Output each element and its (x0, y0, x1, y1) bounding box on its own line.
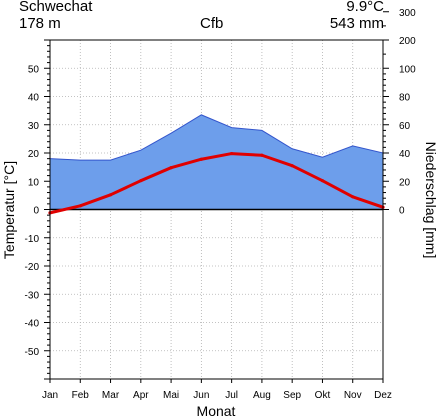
x-axis-title: Monat (197, 403, 236, 418)
y-right-tick-label: 60 (399, 121, 411, 132)
y-right-tick-label: 200 (399, 36, 416, 47)
x-tick-label: Dez (374, 390, 392, 401)
temperature-point (290, 164, 294, 168)
y-left-tick-label: -20 (25, 262, 40, 273)
temperature-point (230, 151, 234, 156)
temperature-point (199, 157, 203, 161)
x-tick-label: Jan (42, 390, 58, 401)
y-left-tick-label: 40 (28, 93, 40, 104)
temperature-line (48, 152, 385, 215)
x-tick-label: Mar (102, 390, 120, 401)
station-elevation: 178 m (19, 15, 61, 32)
temperature-point (108, 193, 113, 197)
temperature-point (78, 204, 82, 208)
y-axis-title-left: Temperatur [°C] (1, 161, 17, 259)
y-right-tick-label: 40 (399, 149, 411, 160)
temperature-point (260, 153, 264, 157)
x-tick-label: Mai (163, 390, 179, 401)
climate-class: Cfb (200, 15, 224, 32)
y-left-tick-label: 10 (28, 177, 40, 188)
temperature-point (320, 179, 325, 183)
x-tick-label: Aug (253, 390, 271, 401)
y-left-tick-label: 0 (33, 206, 39, 217)
temperature-point (169, 166, 173, 170)
grid (50, 40, 383, 379)
y-left-tick-label: -10 (25, 234, 40, 245)
x-tick-label: Apr (133, 390, 149, 401)
y-right-tick-label: 80 (399, 93, 411, 104)
axis-ticks (44, 11, 389, 383)
axis-labels: Jan Feb Mar Apr Mai Jun Jul Aug Sep Okt Nov Dez -50 -… (25, 8, 417, 401)
y-axis-title-right: Niederschlag [mm] (423, 142, 439, 259)
y-right-tick-label: 100 (399, 64, 416, 75)
y-left-tick-label: 20 (28, 149, 40, 160)
x-tick-label: Jun (193, 390, 209, 401)
temperature-point (351, 195, 355, 199)
y-left-tick-label: -50 (25, 347, 40, 358)
temperature-line-group (48, 151, 385, 215)
y-right-tick-label: 300 (399, 8, 416, 19)
x-tick-label: Sep (283, 390, 301, 401)
y-left-tick-label: 30 (28, 121, 40, 132)
station-name: Schwechat (19, 0, 93, 15)
annual-temperature: 9.9°C (346, 0, 384, 15)
annual-precipitation: 543 mm (329, 15, 384, 32)
y-left-tick-label: 50 (28, 64, 40, 75)
x-tick-label: Okt (315, 390, 331, 401)
x-tick-label: Feb (72, 390, 90, 401)
x-tick-label: Nov (344, 390, 362, 401)
y-left-tick-label: -40 (25, 319, 40, 330)
precipitation-area-group (49, 114, 384, 210)
y-left-tick-label: -30 (25, 290, 40, 301)
precipitation-area (50, 114, 383, 210)
y-right-tick-label: 20 (399, 177, 411, 188)
temperature-point (139, 179, 143, 183)
y-right-tick-label: 0 (399, 206, 405, 217)
precipitation-line (49, 114, 384, 161)
x-tick-label: Jul (225, 390, 238, 401)
